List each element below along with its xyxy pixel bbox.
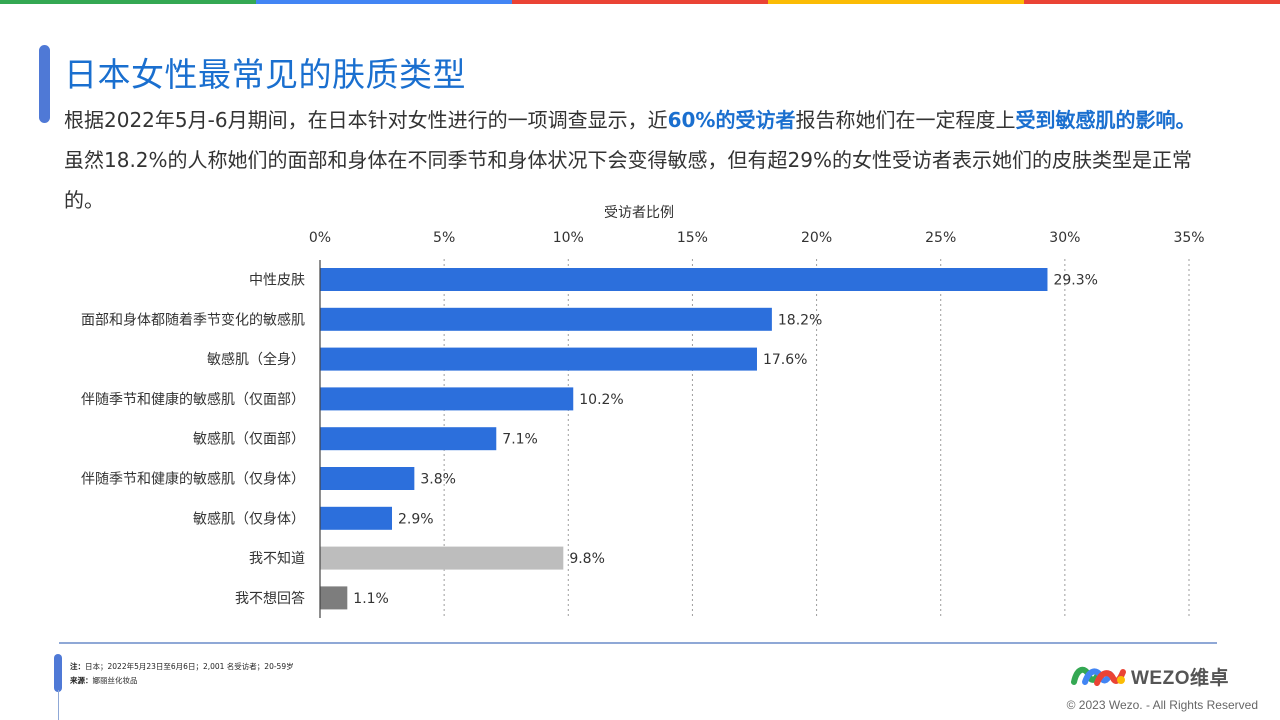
intro-text-3: 虽然18.2%的人称她们的面部和身体在不同季节和身体状况下会变得敏感，但有超29… [64,148,1192,212]
category-label: 伴随季节和健康的敏感肌（仅面部） [81,391,305,408]
page-title: 日本女性最常见的肤质类型 [64,55,466,94]
data-label: 1.1% [353,591,389,607]
bar [320,387,574,411]
bar [320,506,393,530]
x-tick-label: 30% [1049,230,1080,246]
x-tick-label: 20% [801,230,832,246]
data-label: 2.9% [398,511,434,527]
footer-divider [59,642,1217,644]
note-text: 日本；2022年5月23日至6月6日；2,001 名受访者；20-59岁 [85,662,294,671]
x-tick-label: 25% [925,230,956,246]
bar [320,427,497,451]
x-tick-label: 35% [1173,230,1204,246]
source-line: 来源：娜丽丝化妆品 [70,674,294,688]
top-color-stripe [0,0,1280,4]
title-accent-bar [39,45,50,123]
category-label: 敏感肌（仅面部） [193,431,305,448]
wezo-logo: WEZO维卓 [1071,662,1229,690]
category-label: 伴随季节和健康的敏感肌（仅身体） [81,471,305,488]
category-label: 面部和身体都随着季节变化的敏感肌 [81,311,305,328]
wezo-logo-text: WEZO维卓 [1131,667,1229,689]
stripe-segment-green [0,0,256,4]
category-label: 敏感肌（全身） [207,351,305,368]
stripe-segment-red-2 [1024,0,1280,4]
bar [320,307,772,331]
footer-accent-line [58,690,59,720]
bar [320,268,1048,291]
note-line: 注：日本；2022年5月23日至6月6日；2,001 名受访者；20-59岁 [70,660,294,674]
bar [320,347,757,371]
x-tick-labels: 0% 5% 10% 15% 20% 25% 30% 35% [309,230,1205,246]
copyright-notice: © 2023 Wezo. - All Rights Reserved [1066,698,1258,712]
intro-highlight-2: 受到敏感肌的影响。 [1015,108,1196,132]
bar [320,586,348,610]
intro-paragraph: 根据2022年5月-6月期间，在日本针对女性进行的一项调查显示，近60%的受访者… [64,100,1214,220]
stripe-segment-yellow [768,0,1024,4]
data-label: 7.1% [502,432,538,448]
data-label: 18.2% [778,312,822,328]
category-label: 我不想回答 [235,590,305,607]
x-axis-label: 受访者比例 [604,205,674,221]
data-label: 9.8% [569,551,605,567]
intro-text-2: 报告称她们在一定程度上 [795,108,1016,132]
stripe-segment-red [512,0,768,4]
bars [320,268,1048,610]
data-label: 10.2% [579,392,623,408]
data-labels: 29.3% 18.2% 17.6% 10.2% 7.1% 3.8% 2.9% 9.8% 1.1% [353,273,1098,607]
footer-accent-bar [54,654,62,692]
category-label: 敏感肌（仅身体） [193,510,305,527]
data-label: 17.6% [763,352,807,368]
footer-notes: 注：日本；2022年5月23日至6月6日；2,001 名受访者；20-59岁 来… [70,660,294,688]
x-tick-label: 0% [309,230,331,246]
intro-text-1: 根据2022年5月-6月期间，在日本针对女性进行的一项调查显示，近 [64,108,668,132]
bar [320,546,564,570]
stripe-segment-blue [256,0,512,4]
wezo-logo-icon [1071,666,1126,686]
source-label: 来源： [70,676,93,685]
bar [320,467,415,490]
x-tick-label: 15% [677,230,708,246]
category-label: 我不知道 [249,550,305,567]
x-tick-label: 5% [433,230,455,246]
data-label: 29.3% [1053,273,1097,289]
x-tick-label: 10% [553,230,584,246]
intro-highlight-1: 60%的受访者 [667,108,796,132]
skin-type-bar-chart: 受访者比例 0% 5% 10% 15% 20% 25% 30% 35% 中性皮肤面部和身体都随… [81,205,1205,618]
note-label: 注： [70,662,85,671]
category-label: 中性皮肤 [249,273,305,289]
source-text: 娜丽丝化妆品 [92,676,138,685]
data-label: 3.8% [420,472,456,488]
